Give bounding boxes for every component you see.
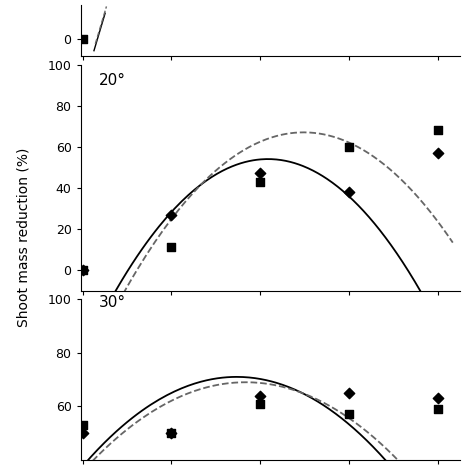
- Text: Shoot mass reduction (%): Shoot mass reduction (%): [17, 147, 31, 327]
- Point: [434, 394, 441, 402]
- Point: [256, 170, 264, 177]
- Text: 20°: 20°: [99, 73, 126, 88]
- Point: [79, 266, 87, 274]
- Point: [79, 429, 87, 437]
- Point: [434, 127, 441, 134]
- Point: [345, 143, 352, 151]
- Point: [345, 410, 352, 418]
- Point: [434, 405, 441, 413]
- Text: 30°: 30°: [99, 295, 126, 310]
- Point: [167, 244, 175, 251]
- Point: [79, 35, 87, 43]
- Point: [256, 178, 264, 185]
- Point: [167, 211, 175, 219]
- Point: [167, 429, 175, 437]
- Point: [345, 389, 352, 397]
- Point: [345, 188, 352, 196]
- Point: [256, 400, 264, 408]
- Point: [256, 392, 264, 400]
- Point: [434, 149, 441, 157]
- Point: [79, 421, 87, 429]
- Point: [79, 266, 87, 274]
- Point: [167, 429, 175, 437]
